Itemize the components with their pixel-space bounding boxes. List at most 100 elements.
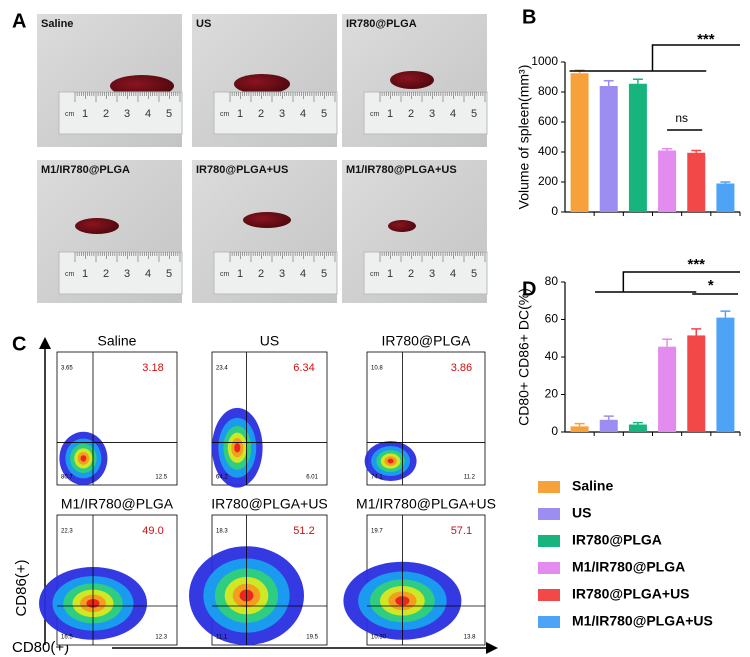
error-bar — [662, 147, 673, 151]
panel-label: C — [12, 333, 26, 355]
ruler-number: 1 — [237, 268, 243, 280]
error-bar — [603, 80, 614, 86]
y-tick-label: 400 — [538, 144, 558, 158]
bracket — [569, 44, 740, 72]
error-bar — [574, 422, 585, 427]
ruler-number: 5 — [471, 268, 477, 280]
legend-swatch — [538, 562, 560, 574]
ruler-number: 5 — [471, 108, 477, 120]
flow-y-label: CD86(+) — [13, 559, 30, 616]
significance: *** — [697, 31, 715, 48]
legend-label: US — [572, 505, 591, 521]
ruler-number: 2 — [258, 268, 264, 280]
y-axis-label: Volume of spleen(mm³) — [516, 65, 532, 210]
bar — [687, 335, 706, 432]
quadrant-value: 3.65 — [61, 366, 73, 372]
ruler-number: 2 — [408, 108, 414, 120]
y-tick-label: 200 — [538, 174, 558, 188]
ruler-number: 2 — [258, 108, 264, 120]
legend-label: Saline — [572, 478, 613, 494]
legend-swatch — [538, 589, 560, 601]
bar — [628, 83, 647, 212]
legend-swatch — [538, 481, 560, 493]
ruler-unit: cm — [65, 111, 75, 118]
ruler-number: 4 — [145, 268, 151, 280]
bar — [570, 426, 589, 432]
ruler-number: 1 — [82, 108, 88, 120]
ruler-number: 1 — [387, 108, 393, 120]
flow-title: M1/IR780@PLGA+US — [356, 496, 496, 512]
quadrant-value: 64.2 — [216, 475, 228, 481]
y-tick-label: 80 — [545, 274, 559, 288]
photo-label: IR780@PLGA+US — [196, 164, 288, 176]
ruler-number: 2 — [103, 268, 109, 280]
spleen — [388, 220, 416, 232]
quadrant-value: 19.7 — [371, 529, 383, 535]
quadrant-value: 13.8 — [464, 635, 476, 641]
bar — [570, 73, 589, 212]
bar — [716, 317, 735, 432]
photo-label: M1/IR780@PLGA+US — [346, 164, 457, 176]
y-tick-label: 1000 — [531, 54, 558, 68]
ruler-number: 3 — [279, 108, 285, 120]
error-bar — [720, 310, 731, 318]
y-axis-label: CD80+ CD86+ DC(%) — [516, 288, 532, 426]
y-tick-label: 800 — [538, 84, 558, 98]
y-tick-label: 60 — [545, 312, 559, 326]
quadrant-value: 6.01 — [306, 475, 318, 481]
ruler-number: 4 — [300, 268, 306, 280]
error-bar — [632, 78, 643, 84]
bar — [658, 150, 677, 212]
ruler — [363, 251, 488, 295]
ruler-unit: cm — [220, 271, 230, 278]
flow-title: M1/IR780@PLGA — [61, 496, 174, 512]
legend-label: M1/IR780@PLGA+US — [572, 613, 713, 629]
spleen — [75, 218, 119, 234]
quadrant-value: 16.5 — [61, 635, 73, 641]
error-bar — [632, 421, 643, 425]
flow-title: IR780@PLGA+US — [211, 496, 328, 512]
legend-label: M1/IR780@PLGA — [572, 559, 685, 575]
ruler — [58, 91, 183, 135]
legend-swatch — [538, 535, 560, 547]
ruler-number: 1 — [82, 268, 88, 280]
legend-swatch — [538, 508, 560, 520]
ruler-number: 1 — [387, 268, 393, 280]
ruler-number: 3 — [124, 268, 130, 280]
quadrant-value: 23.4 — [216, 366, 228, 372]
spleen — [243, 212, 291, 228]
ruler-unit: cm — [370, 271, 380, 278]
error-bar — [662, 338, 673, 347]
flow-title: IR780@PLGA — [382, 333, 472, 349]
quadrant-value-q2: 57.1 — [451, 525, 472, 537]
quadrant-value-q2: 3.86 — [451, 362, 472, 374]
flow-x-label: CD80(+) — [12, 639, 69, 656]
ruler-number: 5 — [166, 108, 172, 120]
spleen — [390, 71, 434, 89]
ruler-number: 5 — [166, 268, 172, 280]
spleen — [234, 74, 290, 94]
quadrant-value: 10.8 — [371, 366, 383, 372]
error-bar — [603, 415, 614, 420]
quadrant-value: 74.1 — [371, 475, 383, 481]
error-bar — [720, 181, 731, 184]
photo-label: US — [196, 18, 211, 30]
quadrant-value: 18.3 — [216, 529, 228, 535]
quadrant-value-q2: 3.18 — [142, 362, 163, 374]
quadrant-value: 12.3 — [155, 635, 167, 641]
density — [80, 455, 87, 462]
ruler-number: 4 — [450, 108, 456, 120]
y-tick-label: 0 — [551, 204, 558, 218]
quadrant-value: 10.30 — [371, 635, 387, 641]
quadrant-value-q2: 51.2 — [293, 525, 314, 537]
ruler-number: 3 — [124, 108, 130, 120]
y-tick-label: 20 — [545, 387, 559, 401]
ruler-number: 3 — [279, 268, 285, 280]
error-bar — [691, 149, 702, 153]
significance: * — [708, 277, 714, 294]
legend-swatch — [538, 616, 560, 628]
photo-label: IR780@PLGA — [346, 18, 417, 30]
significance: ns — [675, 111, 688, 125]
bracket — [595, 271, 740, 293]
ruler — [213, 91, 338, 135]
